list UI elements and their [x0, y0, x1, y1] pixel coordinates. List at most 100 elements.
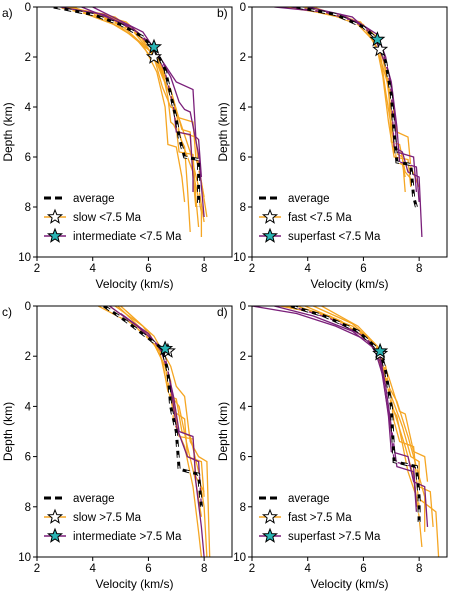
series-group — [252, 306, 440, 557]
y-tick-label: 2 — [240, 351, 246, 363]
x-tick-label: 6 — [145, 263, 151, 275]
x-axis-label: Velocity (km/s) — [310, 577, 388, 591]
x-tick-label: 4 — [90, 263, 97, 275]
y-tick-label: 2 — [25, 351, 31, 363]
y-tick-label: 8 — [25, 502, 31, 514]
y-axis-label: Depth (km) — [216, 102, 230, 161]
profile-line-purple-1 — [290, 7, 420, 203]
y-axis-label: Depth (km) — [216, 402, 230, 461]
legend-label: slow >7.5 Ma — [73, 512, 142, 524]
legend-star-teal — [46, 527, 64, 543]
plot-frame — [251, 6, 448, 258]
legend-label: superfast >7.5 Ma — [288, 531, 381, 543]
y-tick-label: 4 — [25, 401, 32, 413]
average-line-highlight — [53, 7, 200, 207]
legend-star-white — [261, 208, 279, 224]
plot-frame — [36, 6, 233, 258]
series-group — [274, 7, 423, 238]
profile-line-orange-2 — [301, 7, 420, 188]
x-tick-label: 4 — [305, 263, 312, 275]
x-tick-label: 2 — [34, 263, 40, 275]
y-tick-label: 0 — [240, 301, 246, 313]
y-tick-label: 10 — [233, 552, 246, 564]
profile-line-purple-1 — [120, 312, 203, 507]
y-tick-label: 8 — [25, 202, 31, 214]
legend: average slow >7.5 Ma intermediate >7.5 Ma — [44, 493, 182, 543]
plot-frame — [36, 305, 233, 558]
legend-label: fast >7.5 Ma — [288, 512, 352, 524]
panel-label: a) — [2, 6, 13, 20]
panel-label: b) — [217, 6, 228, 20]
y-tick-label: 6 — [240, 152, 246, 164]
x-tick-label: 8 — [201, 563, 207, 575]
legend: average fast >7.5 Ma superfast >7.5 Ma — [259, 493, 381, 543]
legend-label: intermediate >7.5 Ma — [73, 531, 182, 543]
x-axis-label: Velocity (km/s) — [310, 277, 388, 291]
y-tick-label: 8 — [240, 202, 246, 214]
profile-line-orange-5 — [321, 306, 429, 482]
x-tick-label: 8 — [201, 263, 207, 275]
legend-label: average — [288, 193, 330, 205]
x-tick-label: 6 — [360, 563, 366, 575]
y-tick-label: 6 — [25, 152, 31, 164]
panel-label: d) — [217, 305, 228, 319]
average-line — [103, 306, 203, 507]
legend-star-teal — [46, 227, 64, 243]
average-line — [53, 7, 201, 207]
x-tick-label: 8 — [416, 563, 422, 575]
legend-star-white — [46, 208, 64, 224]
profile-line-orange-3 — [109, 306, 205, 497]
panel-label: c) — [2, 305, 12, 319]
y-tick-label: 2 — [25, 52, 31, 64]
y-axis-label: Depth (km) — [1, 402, 15, 461]
profile-line-purple-2 — [92, 7, 203, 178]
plot-frame — [251, 305, 448, 558]
x-axis-label: Velocity (km/s) — [95, 277, 173, 291]
profile-line-purple-2 — [290, 306, 418, 512]
legend: average slow <7.5 Ma intermediate <7.5 Ma — [44, 193, 182, 243]
series-group — [53, 7, 208, 237]
legend-label: fast <7.5 Ma — [288, 212, 352, 224]
legend: average fast <7.5 Ma superfast <7.5 Ma — [259, 193, 381, 243]
average-line-highlight — [103, 306, 202, 507]
legend-label: average — [73, 193, 115, 205]
legend-star-white — [261, 508, 279, 524]
legend-star-teal — [261, 227, 279, 243]
average-line — [290, 306, 421, 522]
legend-star-teal — [261, 527, 279, 543]
legend-label: average — [288, 493, 330, 505]
y-tick-label: 6 — [240, 452, 246, 464]
average-star-teal — [157, 340, 174, 356]
y-tick-label: 4 — [25, 102, 32, 114]
y-tick-label: 10 — [18, 252, 31, 264]
average-line-highlight — [290, 306, 420, 522]
average-line-highlight — [296, 7, 417, 208]
average-star-teal — [372, 342, 389, 358]
y-tick-label: 2 — [240, 52, 246, 64]
average-star-white — [145, 48, 163, 64]
y-tick-label: 6 — [25, 452, 31, 464]
average-star-teal — [369, 31, 386, 47]
profile-line-orange-0 — [279, 306, 423, 548]
legend-star-white — [46, 508, 64, 524]
panel-b: 2 4 6 8 0 2 4 6 8 10 Velocity (km/s) Depth (km) b) av… — [216, 2, 448, 291]
profile-line-orange-3 — [64, 7, 205, 198]
panel-a: 2 4 6 8 0 2 4 6 8 10 Velocity (km/s) Depth (km) a) av… — [1, 2, 233, 291]
x-tick-label: 2 — [249, 563, 255, 575]
legend-label: slow <7.5 Ma — [73, 212, 142, 224]
profile-line-orange-2 — [120, 306, 203, 517]
x-tick-label: 8 — [416, 263, 422, 275]
profile-line-purple-2 — [307, 7, 418, 193]
legend-label: average — [73, 493, 115, 505]
y-tick-label: 0 — [240, 2, 246, 14]
x-tick-label: 6 — [360, 263, 366, 275]
x-tick-label: 4 — [305, 563, 312, 575]
profile-line-orange-2 — [313, 306, 434, 527]
series-group — [97, 306, 211, 557]
x-tick-label: 4 — [90, 563, 97, 575]
profile-line-purple-1 — [81, 7, 205, 218]
panel-d: 2 4 6 8 0 2 4 6 8 10 Velocity (km/s) Depth (km) d) av… — [216, 301, 448, 591]
x-axis-label: Velocity (km/s) — [95, 577, 173, 591]
panel-c: 2 4 6 8 0 2 4 6 8 10 Velocity (km/s) Depth (km) c) av… — [1, 301, 233, 591]
